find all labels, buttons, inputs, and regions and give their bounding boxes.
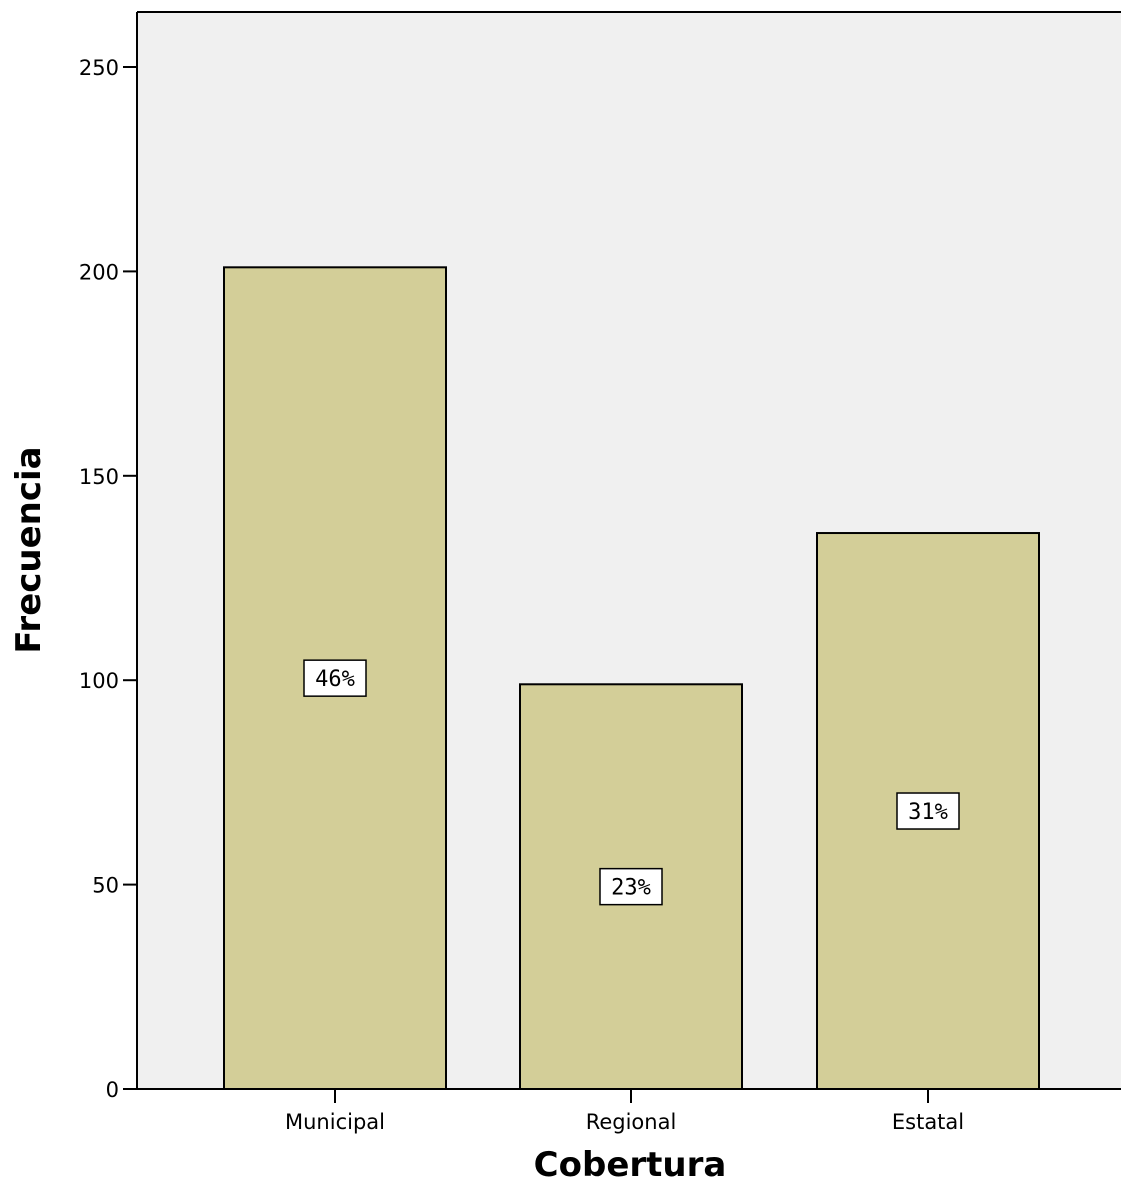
data-label-box bbox=[896, 792, 960, 830]
x-tick-label-estatal: Estatal bbox=[892, 1110, 964, 1134]
data-label-box bbox=[303, 659, 367, 697]
y-tick-label: 150 bbox=[79, 465, 119, 489]
x-axis-title: Cobertura bbox=[534, 1145, 727, 1185]
data-label-estatal: 31% bbox=[908, 800, 948, 825]
y-tick-label: 250 bbox=[79, 56, 119, 80]
data-label-municipal: 46% bbox=[315, 667, 355, 692]
y-axis-title: Frecuencia bbox=[9, 446, 49, 653]
data-label-box bbox=[599, 867, 663, 906]
y-tick-label: 0 bbox=[106, 1078, 119, 1102]
y-axis: 0 50 100 150 200 250 bbox=[79, 11, 1121, 1102]
y-tick-label: 200 bbox=[79, 260, 119, 284]
x-axis: Municipal Regional Estatal bbox=[137, 1088, 1121, 1134]
y-tick-label: 100 bbox=[79, 669, 119, 693]
data-labels-group: 46% 23% 31% bbox=[303, 659, 960, 906]
x-tick-label-municipal: Municipal bbox=[285, 1110, 385, 1134]
x-tick-label-regional: Regional bbox=[586, 1110, 677, 1134]
data-label-regional: 23% bbox=[611, 876, 651, 901]
y-tick-label: 50 bbox=[92, 874, 119, 898]
